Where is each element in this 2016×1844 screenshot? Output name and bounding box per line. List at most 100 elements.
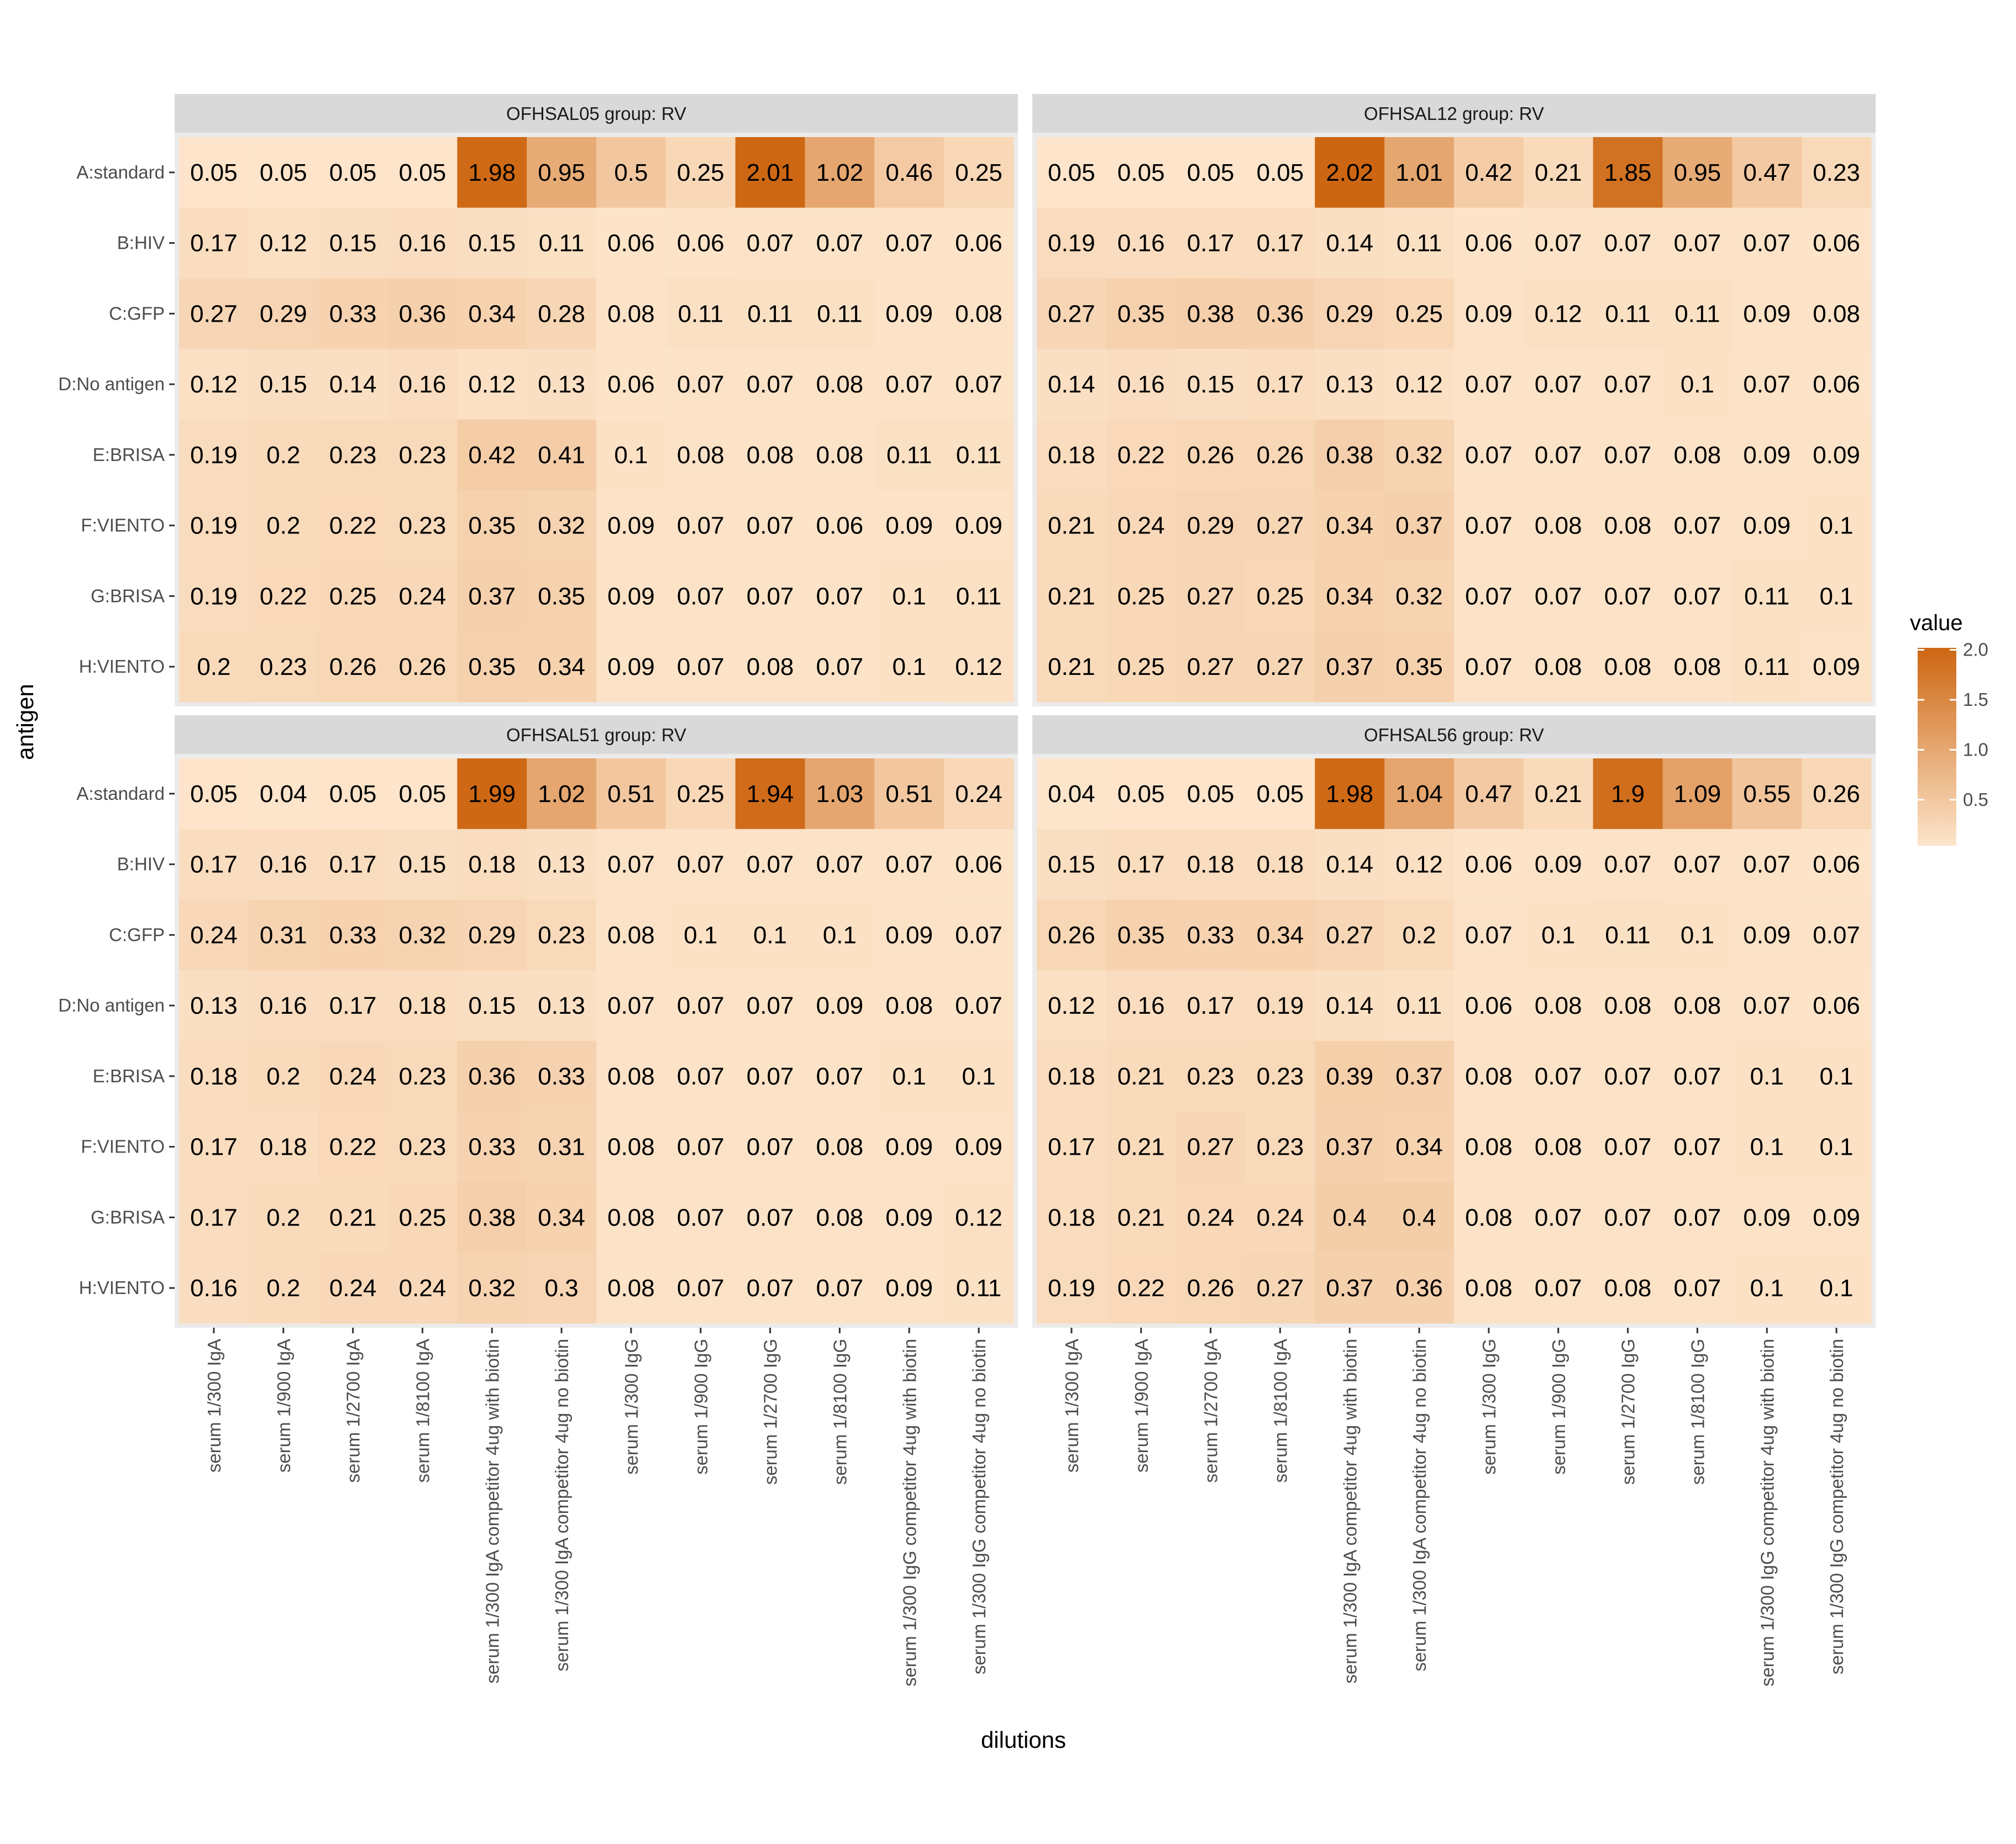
heatmap-cell: [944, 1041, 1014, 1112]
heatmap-cell: [1593, 899, 1663, 971]
cell-value-label: 0.23: [538, 921, 585, 949]
heatmap-cell: [735, 1111, 805, 1182]
cell-value-label: 0.1: [1681, 371, 1714, 398]
x-tick-label: serum 1/8100 IgG: [1687, 1339, 1708, 1485]
heatmap-cell: [1315, 278, 1385, 349]
cell-value-label: 0.33: [1187, 921, 1235, 949]
heatmap-cell: [318, 1182, 388, 1253]
heatmap-cell: [1593, 631, 1663, 703]
cell-value-label: 0.08: [607, 921, 655, 949]
heatmap-cell: [1384, 349, 1455, 420]
heatmap-cell: [1384, 490, 1455, 561]
cell-value-label: 1.01: [1395, 159, 1443, 186]
cell-value-label: 0.15: [1048, 851, 1095, 878]
cell-value-label: 0.95: [538, 159, 585, 186]
cell-value-label: 0.07: [677, 1134, 725, 1161]
cell-value-label: 0.18: [1048, 442, 1095, 469]
heatmap-cell: [1175, 137, 1246, 208]
heatmap-cell: [1245, 490, 1315, 561]
cell-value-label: 0.09: [885, 1275, 933, 1302]
cell-value-label: 0.09: [1465, 300, 1513, 327]
heatmap-cell: [1662, 490, 1733, 561]
heatmap-cell: [1454, 631, 1524, 703]
heatmap-cell: [944, 829, 1014, 900]
cell-value-label: 0.1: [684, 921, 717, 949]
x-tick-label: serum 1/8100 IgA: [412, 1339, 433, 1483]
cell-value-label: 0.36: [1395, 1275, 1443, 1302]
cell-value-label: 0.08: [607, 1063, 655, 1090]
heatmap-cell: [1106, 490, 1177, 561]
heatmap-cell: [457, 490, 527, 561]
cell-value-label: 0.26: [329, 653, 377, 680]
heatmap-cell: [1802, 420, 1872, 491]
x-tick-label: serum 1/900 IgA: [1131, 1339, 1152, 1473]
cell-value-label: 0.07: [747, 230, 794, 257]
heatmap-cell: [1315, 1111, 1385, 1182]
cell-value-label: 0.33: [329, 921, 377, 949]
cell-value-label: 0.07: [677, 371, 725, 398]
heatmap-cell: [1245, 278, 1315, 349]
x-tick-label: serum 1/300 IgG competitor 4ug with biot…: [1757, 1339, 1777, 1686]
cell-value-label: 0.05: [190, 780, 238, 808]
cell-value-label: 0.37: [1395, 512, 1443, 539]
heatmap-cell: [1662, 1253, 1733, 1324]
heatmap-cell: [1732, 278, 1802, 349]
cell-value-label: 0.06: [607, 371, 655, 398]
heatmap-cell: [1593, 490, 1663, 561]
heatmap-cell: [1732, 1041, 1802, 1112]
heatmap-cell: [387, 1111, 458, 1182]
heatmap-cell: [1315, 490, 1385, 561]
heatmap-cell: [318, 207, 388, 279]
y-tick-label: D:No antigen: [58, 995, 165, 1015]
y-tick-label: G:BRISA: [91, 1207, 165, 1227]
cell-value-label: 0.17: [190, 1204, 238, 1231]
heatmap-cell: [1106, 899, 1177, 971]
heatmap-cell: [735, 970, 805, 1041]
heatmap-cell: [318, 278, 388, 349]
cell-value-label: 0.37: [1395, 1063, 1443, 1090]
cell-value-label: 0.08: [1465, 1134, 1513, 1161]
cell-value-label: 0.35: [468, 512, 516, 539]
heatmap-cell: [387, 1253, 458, 1324]
cell-value-label: 0.17: [190, 1134, 238, 1161]
cell-value-label: 0.13: [190, 992, 238, 1019]
cell-value-label: 0.07: [1535, 371, 1582, 398]
heatmap-cell: [596, 490, 666, 561]
cell-value-label: 0.07: [1743, 992, 1791, 1019]
heatmap-cell: [1245, 970, 1315, 1041]
cell-value-label: 0.08: [816, 1134, 864, 1161]
heatmap-cell: [1384, 1253, 1455, 1324]
heatmap-cell: [1802, 490, 1872, 561]
heatmap-cell: [1175, 560, 1246, 632]
heatmap-cell: [387, 1041, 458, 1112]
y-tick-label: A:standard: [76, 783, 165, 804]
cell-value-label: 0.08: [1604, 992, 1652, 1019]
cell-value-label: 0.05: [399, 780, 447, 808]
heatmap-cell: [1454, 490, 1524, 561]
cell-value-label: 0.09: [1743, 1204, 1791, 1231]
x-tick-label: serum 1/300 IgG: [621, 1339, 642, 1475]
cell-value-label: 0.19: [190, 442, 238, 469]
cell-value-label: 0.1: [1750, 1275, 1784, 1302]
cell-value-label: 0.34: [1326, 583, 1373, 610]
heatmap-cell: [1245, 758, 1315, 830]
heatmap-cell: [1454, 278, 1524, 349]
heatmap-cell: [1384, 560, 1455, 632]
heatmap-cell: [318, 899, 388, 971]
heatmap-cell: [387, 560, 458, 632]
cell-value-label: 0.07: [1743, 371, 1791, 398]
heatmap-cell: [387, 1182, 458, 1253]
cell-value-label: 0.06: [1813, 371, 1860, 398]
cell-value-label: 0.26: [399, 653, 447, 680]
cell-value-label: 0.12: [1048, 992, 1095, 1019]
heatmap-cell: [457, 560, 527, 632]
heatmap-cell: [179, 631, 249, 703]
heatmap-cell: [1593, 1182, 1663, 1253]
cell-value-label: 0.16: [190, 1275, 238, 1302]
heatmap-cell: [527, 207, 597, 279]
cell-value-label: 0.1: [1819, 1063, 1853, 1090]
cell-value-label: 0.17: [329, 851, 377, 878]
cell-value-label: 0.33: [538, 1063, 585, 1090]
heatmap-cell: [1802, 278, 1872, 349]
x-tick-label: serum 1/2700 IgA: [1201, 1339, 1221, 1483]
